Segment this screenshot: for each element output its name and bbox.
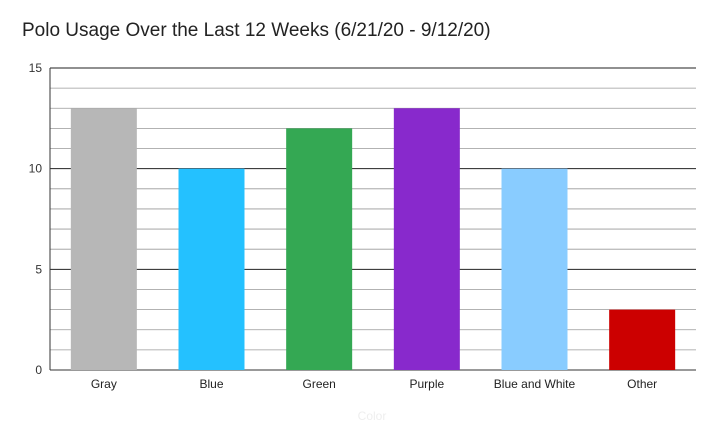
- x-tick-label: Blue: [199, 377, 223, 391]
- y-tick-label: 0: [35, 363, 42, 377]
- x-tick-label: Green: [302, 377, 335, 391]
- y-axis-ticks: 0 5 10 15: [29, 61, 43, 377]
- y-tick-label: 10: [29, 162, 43, 176]
- gridlines: [49, 67, 696, 371]
- bars: [70, 108, 676, 371]
- x-axis-ticks: Gray Blue Green Purple Blue and White Other: [91, 377, 657, 391]
- x-tick-label: Gray: [91, 377, 117, 391]
- bar-purple: [393, 108, 460, 371]
- y-tick-label: 5: [35, 262, 42, 276]
- chart-title: Polo Usage Over the Last 12 Weeks (6/21/…: [22, 20, 491, 41]
- x-axis-label: Color: [358, 409, 387, 423]
- x-tick-label: Purple: [409, 377, 444, 391]
- bar-green: [286, 128, 353, 370]
- x-tick-label: Blue and White: [494, 377, 576, 391]
- bar-gray: [70, 108, 137, 371]
- bar-blue-and-white: [501, 168, 568, 370]
- y-tick-label: 15: [29, 61, 43, 75]
- x-tick-label: Other: [627, 377, 657, 391]
- bar-blue: [178, 168, 245, 370]
- bar-other: [609, 309, 676, 370]
